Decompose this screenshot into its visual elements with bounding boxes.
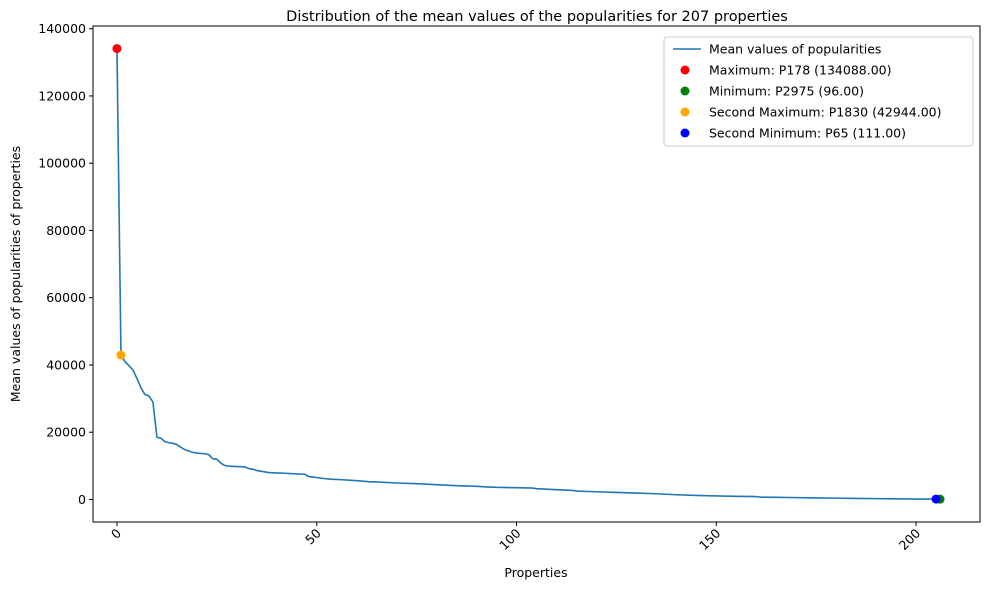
legend-marker-swatch — [680, 86, 690, 96]
data-layer — [112, 44, 945, 504]
y-tick-label: 100000 — [38, 156, 86, 171]
highlight-point — [931, 494, 941, 504]
legend-box — [663, 36, 974, 147]
axis-ticks: 0200004000060000800001000001200001400000… — [38, 21, 923, 553]
legend: Mean values of popularities Maximum: P178… — [663, 36, 974, 147]
y-axis-title: Mean values of popularities of propertie… — [8, 146, 23, 402]
legend-label: Mean values of popularities — [709, 42, 881, 57]
y-tick-label: 140000 — [38, 21, 86, 36]
y-tick-label: 20000 — [46, 425, 86, 440]
legend-marker-swatch — [680, 128, 690, 138]
y-tick-label: 80000 — [46, 223, 86, 238]
x-axis-title: Properties — [504, 565, 567, 580]
y-tick-label: 60000 — [46, 290, 86, 305]
series-line-mean-values-of-popularities — [116, 48, 941, 500]
chart-title: Distribution of the mean values of the p… — [286, 9, 788, 25]
legend-marker-swatch — [680, 107, 690, 117]
legend-label: Second Maximum: P1830 (42944.00) — [709, 105, 941, 120]
legend-label: Maximum: P178 (134088.00) — [709, 63, 892, 78]
highlight-point — [112, 44, 122, 54]
y-tick-label: 40000 — [46, 357, 86, 372]
legend-label: Second Minimum: P65 (111.00) — [709, 126, 906, 141]
y-tick-label: 0 — [78, 492, 86, 507]
legend-marker-swatch — [680, 65, 690, 75]
y-tick-label: 120000 — [38, 88, 86, 103]
highlight-point — [116, 350, 126, 360]
plot-frame — [92, 25, 981, 523]
legend-label: Minimum: P2975 (96.00) — [709, 84, 864, 99]
